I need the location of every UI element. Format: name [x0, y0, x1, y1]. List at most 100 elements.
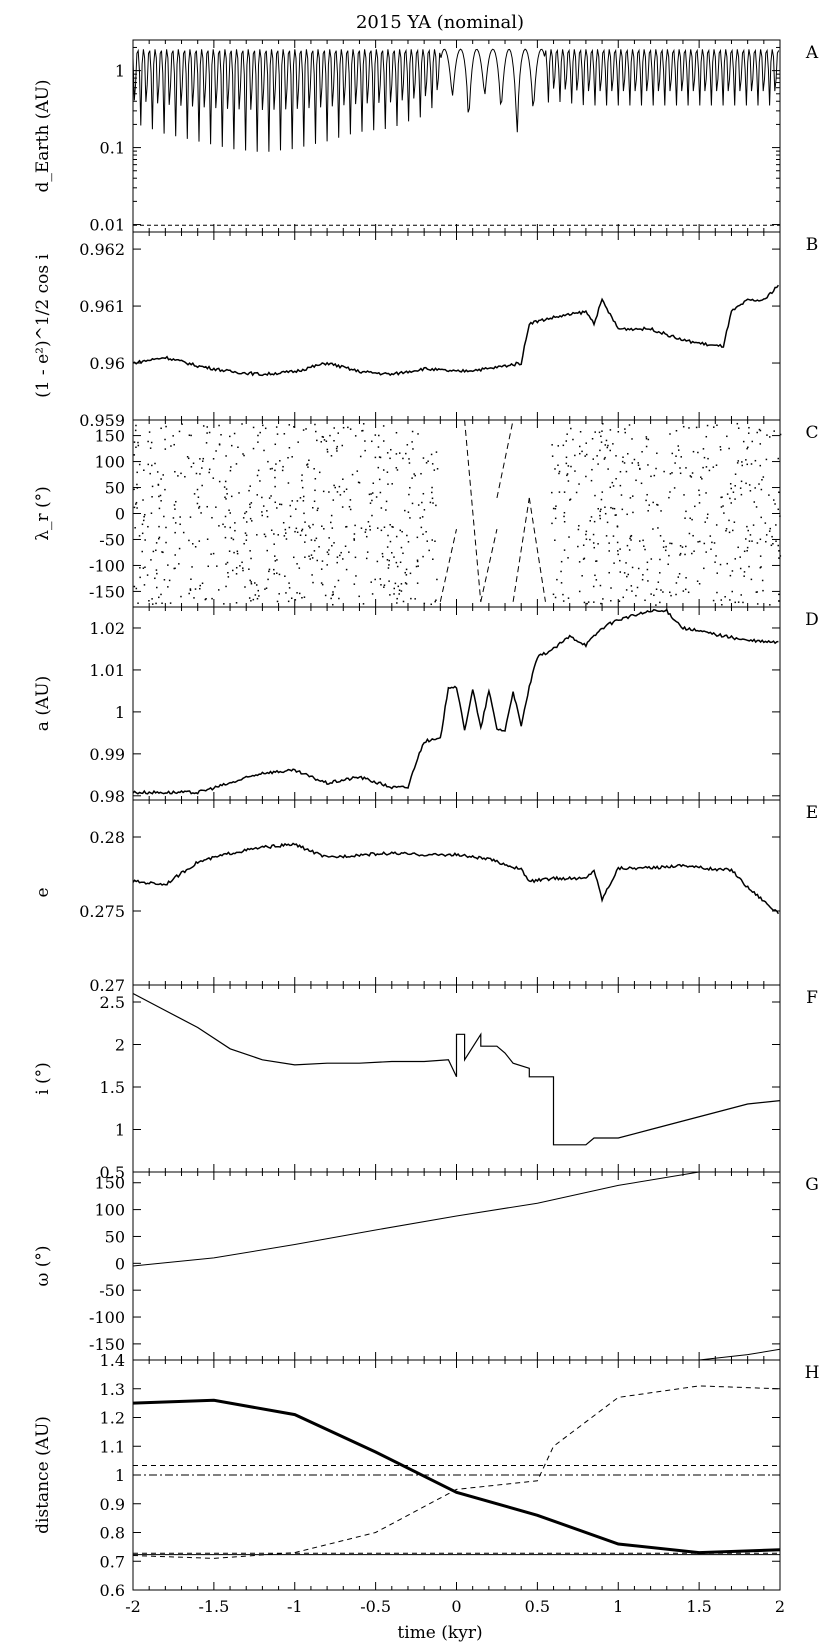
scatter-point-c	[396, 565, 399, 568]
scatter-point-c	[313, 500, 316, 503]
scatter-point-c	[218, 443, 221, 445]
scatter-point-c	[655, 604, 657, 606]
ylabel-g: ω (°)	[33, 1245, 53, 1286]
scatter-point-c	[777, 457, 780, 460]
scatter-point-c	[190, 434, 192, 437]
scatter-point-c	[250, 600, 252, 602]
scatter-point-c	[728, 447, 730, 450]
scatter-point-c	[615, 477, 617, 480]
scatter-point-c	[151, 496, 153, 498]
scatter-point-c	[567, 465, 570, 467]
scatter-point-c	[179, 523, 181, 526]
scatter-point-c	[612, 507, 614, 510]
scatter-point-c	[552, 507, 555, 510]
scatter-point-c	[594, 431, 596, 433]
scatter-point-c	[729, 574, 732, 577]
scatter-point-c	[422, 555, 424, 558]
scatter-point-c	[345, 525, 348, 528]
scatter-point-c	[425, 531, 427, 533]
scatter-point-c	[331, 544, 333, 547]
scatter-point-c	[714, 561, 716, 563]
scatter-point-c	[684, 588, 687, 591]
scatter-point-c	[748, 484, 751, 486]
scatter-point-c	[201, 582, 204, 585]
xtick-label: 1.5	[686, 1597, 711, 1616]
scatter-point-c	[230, 495, 233, 498]
ytick-label-d: 1	[115, 703, 125, 722]
xtick-label: 0	[451, 1597, 461, 1616]
scatter-point-c	[244, 532, 247, 534]
scatter-point-c	[264, 427, 267, 430]
scatter-point-c	[372, 482, 375, 484]
scatter-point-c	[288, 526, 291, 529]
scatter-point-c	[435, 504, 437, 507]
scatter-point-c	[758, 428, 761, 431]
scatter-point-c	[206, 432, 208, 434]
scatter-point-c	[199, 587, 201, 590]
scatter-point-c	[165, 541, 167, 544]
ytick-label-d: 1.02	[89, 619, 125, 638]
scatter-point-c	[356, 470, 359, 472]
series-segment-c	[439, 528, 457, 602]
scatter-point-c	[422, 492, 425, 495]
scatter-point-c	[307, 466, 309, 468]
scatter-point-c	[218, 480, 221, 483]
scatter-point-c	[626, 513, 628, 516]
scatter-point-c	[226, 493, 228, 495]
scatter-point-c	[330, 514, 333, 517]
scatter-point-c	[306, 464, 308, 466]
scatter-point-c	[600, 498, 603, 501]
scatter-point-c	[417, 504, 420, 506]
scatter-point-c	[396, 602, 398, 604]
panel-label-h: H	[805, 1363, 820, 1383]
scatter-point-c	[604, 506, 606, 508]
scatter-point-c	[728, 531, 731, 534]
scatter-point-c	[416, 582, 419, 584]
scatter-point-c	[675, 593, 677, 596]
scatter-point-c	[402, 552, 404, 555]
scatter-point-c	[330, 597, 332, 600]
scatter-point-c	[691, 552, 693, 555]
scatter-point-c	[637, 464, 640, 466]
scatter-point-c	[612, 535, 615, 537]
scatter-point-c	[362, 603, 365, 605]
scatter-point-c	[646, 493, 648, 496]
scatter-point-c	[624, 431, 627, 434]
scatter-point-c	[324, 594, 327, 597]
scatter-point-c	[299, 534, 302, 536]
scatter-point-c	[731, 570, 734, 572]
scatter-point-c	[721, 496, 723, 498]
scatter-point-c	[276, 433, 279, 435]
panel-label-e: E	[806, 803, 818, 823]
scatter-point-c	[740, 594, 742, 596]
scatter-point-c	[702, 448, 705, 450]
scatter-point-c	[723, 512, 725, 514]
scatter-point-c	[340, 551, 342, 554]
scatter-point-c	[748, 565, 750, 568]
scatter-point-c	[332, 499, 335, 501]
scatter-point-c	[628, 549, 631, 551]
scatter-point-c	[775, 540, 777, 542]
scatter-point-c	[705, 466, 708, 468]
scatter-point-c	[370, 493, 372, 495]
scatter-point-c	[631, 462, 634, 464]
scatter-point-c	[585, 533, 587, 536]
scatter-point-c	[434, 540, 436, 542]
scatter-point-c	[610, 587, 612, 589]
scatter-point-c	[250, 581, 252, 583]
scatter-point-c	[180, 595, 182, 598]
scatter-point-c	[407, 541, 410, 543]
scatter-point-c	[713, 542, 716, 544]
scatter-point-c	[692, 450, 695, 453]
scatter-point-c	[155, 569, 158, 571]
scatter-point-c	[682, 425, 685, 428]
scatter-point-c	[565, 462, 568, 465]
scatter-point-c	[647, 580, 649, 582]
xtick-label: -0.5	[360, 1597, 391, 1616]
scatter-point-c	[217, 589, 220, 591]
scatter-point-c	[592, 542, 595, 544]
scatter-point-c	[235, 566, 238, 569]
scatter-point-c	[360, 527, 363, 529]
series-line-e	[132, 842, 780, 915]
